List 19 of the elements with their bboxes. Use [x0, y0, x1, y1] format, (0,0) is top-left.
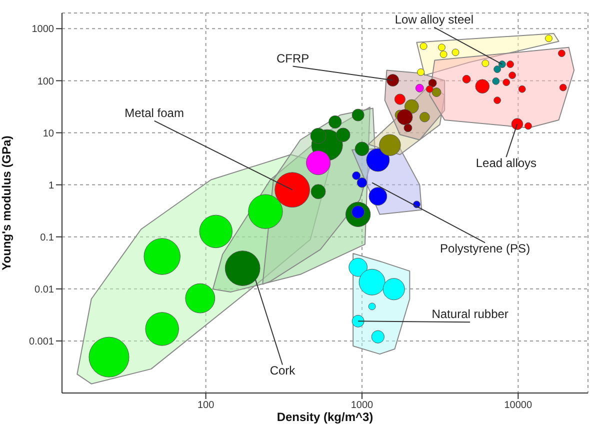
annotation: Metal foam — [124, 106, 184, 120]
annotation: Cork — [270, 364, 296, 378]
y-tick-label: 1000 — [32, 24, 54, 36]
annotation: Polystyrene (PS) — [440, 242, 530, 256]
x-axis-title: Density (kg/m^3) — [276, 410, 374, 424]
annotation: Lead alloys — [476, 156, 537, 170]
annotation: CFRP — [276, 51, 310, 66]
y-tick-label: 0.1 — [40, 232, 54, 244]
y-axis-title: Young's modulus (GPa) — [0, 136, 14, 270]
annotation: Natural rubber — [432, 307, 508, 322]
y-tick-label: 10 — [42, 128, 54, 140]
y-tick-label: 1 — [48, 180, 54, 192]
y-tick-label: 0.001 — [28, 336, 54, 348]
x-tick-label: 100 — [197, 400, 215, 412]
y-tick-label: 100 — [37, 76, 54, 88]
annotation: Low alloy steel — [394, 12, 474, 26]
x-tick-label: 10000 — [504, 400, 533, 412]
y-tick-label: 0.01 — [34, 284, 54, 296]
x-tick-label: 1000 — [350, 400, 374, 412]
